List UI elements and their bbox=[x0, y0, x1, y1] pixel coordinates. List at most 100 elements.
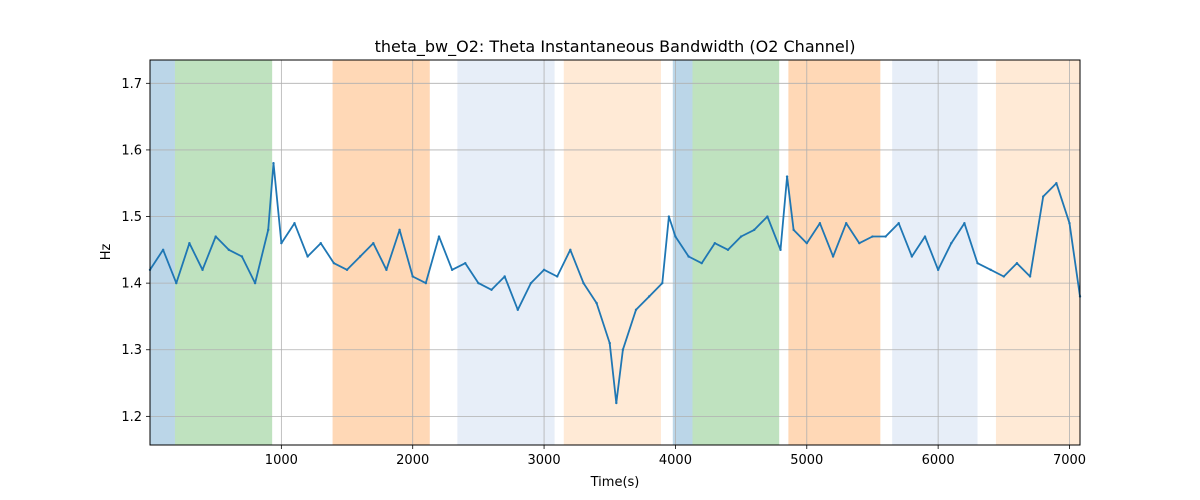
data-point-56 bbox=[831, 255, 835, 258]
background-bands bbox=[150, 60, 1080, 445]
data-point-15 bbox=[332, 261, 336, 265]
series-line-0 bbox=[149, 162, 1081, 404]
data-point-11 bbox=[280, 241, 283, 245]
data-point-19 bbox=[385, 268, 388, 272]
y-tick-label-1: 1.3 bbox=[121, 343, 142, 358]
data-point-72 bbox=[1042, 195, 1045, 198]
data-point-36 bbox=[608, 341, 611, 345]
data-point-41 bbox=[661, 281, 664, 285]
data-point-33 bbox=[569, 248, 572, 252]
data-point-50 bbox=[766, 215, 769, 218]
data-point-44 bbox=[687, 255, 690, 258]
data-point-46 bbox=[713, 241, 717, 245]
x-tick-label-1: 2000 bbox=[396, 453, 429, 468]
data-point-31 bbox=[542, 268, 546, 272]
x-axis-title: Time(s) bbox=[590, 475, 640, 490]
data-point-64 bbox=[936, 268, 940, 272]
axis-ticks: 1000 2000 3000 4000 5000 6000 7000 1.2 1.3 1.4 1.5… bbox=[121, 77, 1086, 468]
data-point-7 bbox=[240, 255, 244, 258]
data-point-66 bbox=[963, 221, 966, 225]
y-tick-label-0: 1.2 bbox=[121, 410, 142, 425]
data-point-48 bbox=[739, 235, 743, 238]
y-tick-label-2: 1.4 bbox=[121, 277, 142, 292]
data-point-29 bbox=[516, 308, 519, 311]
band-9 bbox=[995, 60, 1080, 445]
data-point-26 bbox=[477, 281, 480, 285]
data-point-45 bbox=[700, 261, 703, 265]
data-point-21 bbox=[411, 275, 414, 278]
data-point-5 bbox=[214, 235, 217, 238]
data-point-74 bbox=[1068, 221, 1071, 225]
band-5 bbox=[672, 60, 693, 445]
data-point-43 bbox=[674, 235, 677, 238]
band-6 bbox=[692, 60, 780, 445]
data-point-37 bbox=[615, 401, 618, 405]
data-point-49 bbox=[753, 228, 756, 232]
data-point-28 bbox=[503, 275, 506, 278]
data-point-24 bbox=[450, 268, 454, 272]
data-point-34 bbox=[582, 281, 585, 285]
data-point-4 bbox=[201, 268, 204, 272]
band-4 bbox=[563, 60, 661, 445]
data-point-38 bbox=[621, 348, 625, 351]
data-point-18 bbox=[372, 241, 375, 245]
data-point-59 bbox=[871, 235, 874, 238]
data-point-32 bbox=[556, 275, 559, 278]
data-point-3 bbox=[188, 241, 191, 245]
data-point-25 bbox=[464, 261, 467, 265]
data-point-62 bbox=[910, 255, 914, 258]
data-point-58 bbox=[858, 241, 861, 245]
data-point-6 bbox=[227, 248, 231, 252]
data-point-35 bbox=[595, 301, 598, 305]
data-point-17 bbox=[358, 255, 362, 258]
data-point-20 bbox=[398, 228, 401, 232]
data-point-51 bbox=[779, 248, 782, 252]
data-point-12 bbox=[293, 221, 296, 225]
data-point-2 bbox=[175, 281, 178, 285]
data-point-53 bbox=[792, 228, 795, 232]
data-point-63 bbox=[923, 235, 927, 238]
y-tick-label-4: 1.6 bbox=[121, 143, 142, 158]
x-tick-label-4: 5000 bbox=[790, 453, 823, 468]
data-point-42 bbox=[667, 215, 671, 218]
band-3 bbox=[457, 60, 555, 445]
data-point-54 bbox=[805, 241, 808, 245]
data-point-61 bbox=[897, 221, 900, 225]
x-tick-label-3: 4000 bbox=[659, 453, 692, 468]
data-point-67 bbox=[976, 261, 979, 265]
band-0 bbox=[150, 60, 175, 445]
data-point-40 bbox=[647, 295, 651, 298]
data-point-69 bbox=[1002, 275, 1006, 278]
y-tick-label-5: 1.7 bbox=[121, 77, 142, 92]
data-point-14 bbox=[319, 241, 322, 245]
plot-frame bbox=[149, 59, 1081, 446]
data-point-60 bbox=[884, 235, 887, 238]
data-point-8 bbox=[253, 281, 257, 285]
y-axis-title: Hz bbox=[99, 244, 114, 261]
data-point-27 bbox=[490, 288, 493, 292]
data-point-55 bbox=[818, 221, 822, 225]
x-tick-label-2: 3000 bbox=[528, 453, 561, 468]
data-point-71 bbox=[1028, 275, 1032, 278]
data-point-16 bbox=[345, 268, 349, 272]
data-point-57 bbox=[844, 221, 848, 225]
data-point-9 bbox=[267, 228, 270, 232]
band-2 bbox=[332, 60, 430, 445]
band-1 bbox=[174, 60, 273, 445]
data-point-30 bbox=[529, 281, 533, 285]
data-point-65 bbox=[950, 241, 953, 245]
data-point-13 bbox=[306, 255, 309, 258]
data-point-70 bbox=[1015, 261, 1019, 265]
data-point-73 bbox=[1055, 182, 1058, 185]
data-point-22 bbox=[424, 281, 428, 285]
data-point-1 bbox=[161, 248, 165, 252]
data-point-68 bbox=[989, 268, 992, 272]
series-layer bbox=[148, 162, 1082, 405]
x-tick-label-6: 7000 bbox=[1053, 453, 1086, 468]
x-tick-label-5: 6000 bbox=[922, 453, 955, 468]
x-tick-label-0: 1000 bbox=[265, 453, 298, 468]
grid-lines bbox=[150, 60, 1080, 445]
data-point-47 bbox=[726, 248, 730, 252]
data-point-52 bbox=[785, 175, 789, 178]
